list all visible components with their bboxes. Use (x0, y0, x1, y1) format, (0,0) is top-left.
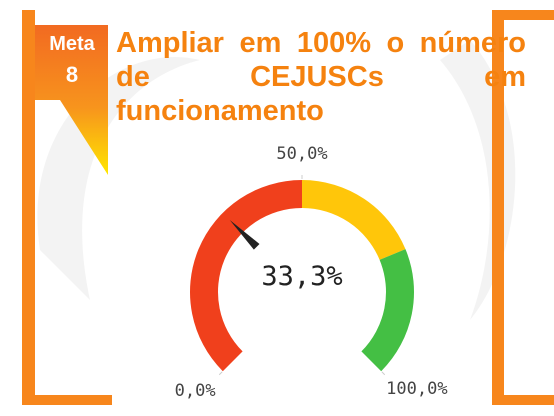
needle (229, 219, 260, 250)
frame-left (22, 10, 35, 405)
gauge-band (190, 180, 302, 372)
chart-title: Ampliar em 100% o número de CEJUSCs em f… (116, 27, 526, 127)
badge-text: Meta (49, 33, 95, 55)
frame-top (492, 10, 554, 20)
tick-mark (218, 371, 223, 376)
tick-label: 100,0% (386, 379, 447, 399)
frame-right (492, 10, 504, 405)
frame-bottom (22, 395, 112, 405)
badge-text: 8 (66, 62, 78, 87)
badge (35, 25, 108, 175)
gauge-band (302, 180, 406, 260)
tick-label: 50,0% (276, 144, 327, 164)
frame-bottom (492, 395, 554, 405)
value-label: 33,3% (261, 261, 342, 292)
gauge-band (361, 249, 414, 372)
tick-label: 0,0% (175, 381, 216, 401)
tick-mark (381, 371, 386, 376)
